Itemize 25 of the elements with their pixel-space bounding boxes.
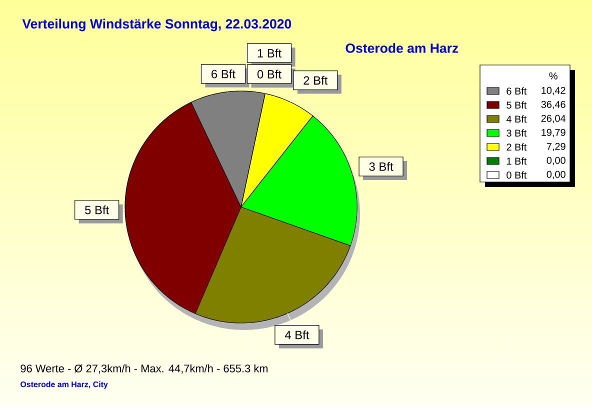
- legend-label: 3 Bft: [506, 129, 527, 137]
- category-label: 1 Bft: [258, 48, 282, 58]
- category-label: 0 Bft: [506, 171, 527, 179]
- slice-label: 6 Bft: [212, 70, 236, 78]
- slice-label: 4 Bft: [284, 330, 310, 340]
- slice-label: 3 Bft: [369, 162, 394, 171]
- slice-label: 5 Bft: [85, 205, 110, 214]
- data-label: 26,04: [541, 114, 566, 124]
- legend-label: 5 Bft: [506, 101, 527, 109]
- legend-label: 0 Bft: [257, 70, 282, 78]
- data-label: 7,29: [546, 142, 566, 152]
- legend-label: 1 Bft: [506, 157, 527, 165]
- data-label: 36,46: [541, 100, 566, 110]
- legend-title: %: [549, 72, 558, 80]
- text: 96 Werte - Ø 27,3km/h - Max. 44,7km/h - 655.3 km: [20, 364, 268, 374]
- data-label: 19,79: [542, 128, 566, 138]
- chart-subtitle: Osterode am Harz: [346, 43, 458, 53]
- text: 0,00: [546, 156, 566, 166]
- legend-label: 2 Bft: [506, 143, 527, 151]
- data-label: 10,42: [542, 86, 566, 96]
- legend-label: 4 Bft: [506, 115, 527, 123]
- slice-label: 2 Bft: [304, 76, 328, 85]
- legend-label: 6 Bft: [506, 87, 527, 95]
- text: 0,00: [546, 170, 566, 180]
- chart-title: Verteilung Windstärke Sonntag, 22.03.2020: [22, 18, 292, 32]
